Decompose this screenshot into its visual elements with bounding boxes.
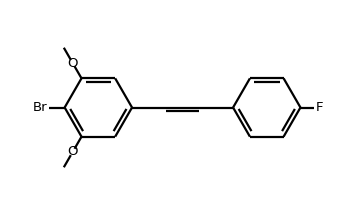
Text: F: F — [316, 101, 323, 114]
Text: O: O — [68, 57, 78, 70]
Text: O: O — [68, 145, 78, 158]
Text: Br: Br — [32, 101, 47, 114]
